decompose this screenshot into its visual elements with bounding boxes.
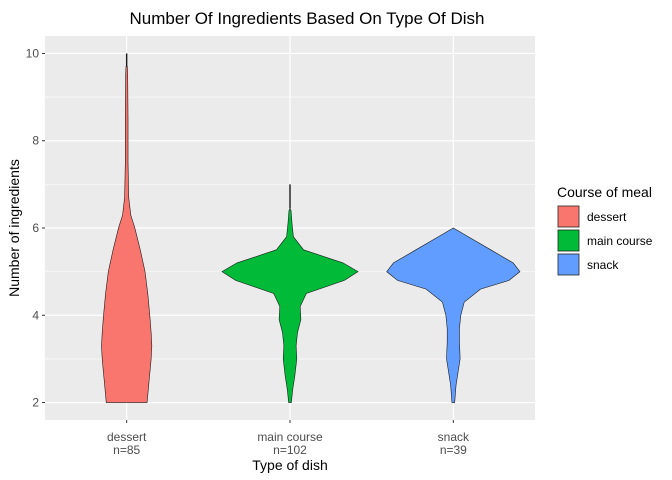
- y-tick-label: 6: [32, 221, 39, 235]
- x-tick-label: dessert: [107, 430, 147, 444]
- x-tick-count-label: n=85: [113, 443, 140, 457]
- violin-main-course: [221, 184, 359, 403]
- x-axis-title: Type of dish: [252, 457, 328, 473]
- x-tick-label: main course: [257, 430, 323, 444]
- legend-label: dessert: [587, 210, 627, 224]
- violin-snack: [386, 227, 521, 403]
- x-tick-count-label: n=39: [440, 443, 467, 457]
- y-axis-title: Number of ingredients: [6, 159, 22, 297]
- legend-swatch: [557, 205, 580, 228]
- legend-items: dessert main course snack: [557, 205, 653, 276]
- x-tick-label: snack: [438, 430, 470, 444]
- violins: [101, 53, 521, 403]
- legend-item: main course: [557, 229, 653, 252]
- y-tick-label: 4: [32, 308, 39, 322]
- legend-label: main course: [587, 234, 653, 248]
- violin-body: [386, 227, 521, 403]
- violin-body: [101, 66, 153, 403]
- legend-label: snack: [587, 258, 619, 272]
- y-axis: 2 4 6 8 10: [26, 46, 45, 410]
- violin-dessert: [101, 53, 153, 403]
- y-tick-label: 2: [32, 396, 39, 410]
- legend: Course of meal dessert main course snack: [557, 184, 653, 276]
- y-tick-label: 10: [26, 46, 40, 60]
- y-tick-label: 8: [32, 134, 39, 148]
- plot-area: [45, 36, 535, 420]
- chart-title: Number Of Ingredients Based On Type Of D…: [130, 9, 485, 28]
- x-tick-count-label: n=102: [273, 443, 307, 457]
- legend-swatch: [557, 229, 580, 252]
- legend-title: Course of meal: [557, 184, 652, 200]
- legend-swatch: [557, 253, 580, 276]
- legend-item: snack: [557, 253, 619, 276]
- legend-item: dessert: [557, 205, 627, 228]
- violin-body: [221, 207, 359, 403]
